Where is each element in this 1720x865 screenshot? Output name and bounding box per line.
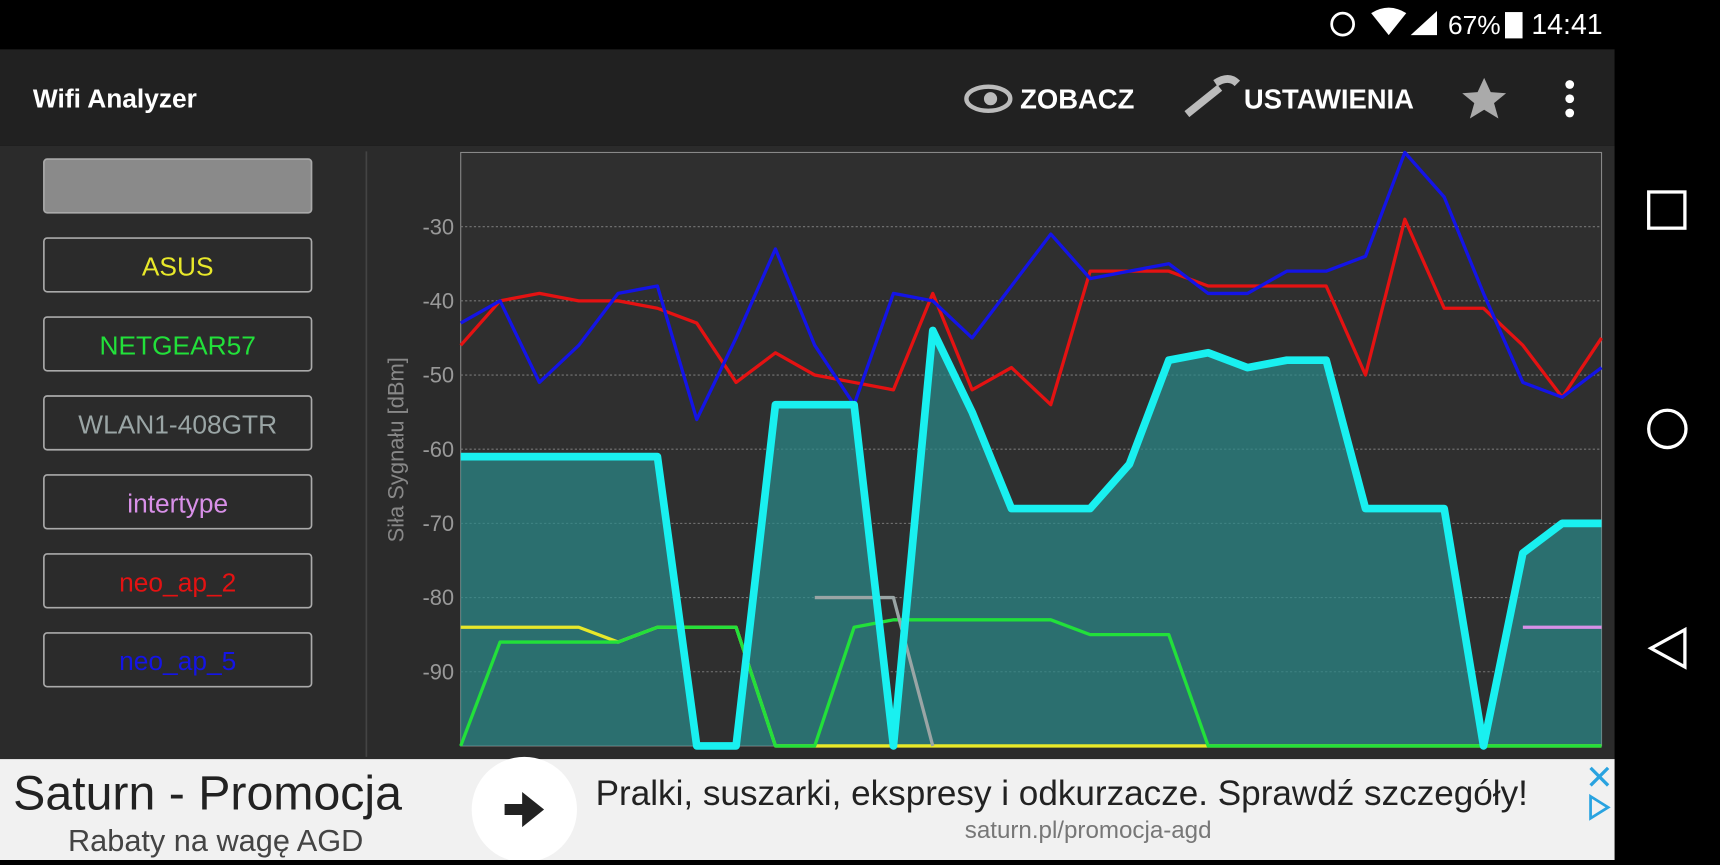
series-line	[459, 217, 1603, 407]
nav-bar	[1614, 0, 1720, 860]
wrench-icon[interactable]	[1184, 75, 1241, 118]
ad-url[interactable]: saturn.pl/promocja-agd	[965, 817, 1212, 844]
ad-close[interactable]	[1589, 766, 1610, 787]
clock: 14:41	[1531, 9, 1602, 41]
legend-button[interactable]	[43, 395, 313, 451]
plot: -30 -40 -50 -60 -70 -80 -90	[422, 150, 1603, 750]
legend: ASUS NETGEAR57 WLAN1-408GTR intertype neo_ap…	[43, 158, 313, 688]
ad-banner[interactable]	[0, 759, 1615, 860]
series-line	[459, 618, 1602, 748]
y-tick-label: -70	[422, 511, 454, 536]
recent-button[interactable]	[1647, 190, 1687, 230]
action-settings[interactable]: USTAWIENIA	[1244, 84, 1414, 115]
y-tick-label: -40	[422, 289, 454, 314]
app-title: Wifi Analyzer	[33, 83, 197, 113]
y-tick-label: -80	[422, 585, 454, 610]
home-button[interactable]	[1647, 408, 1688, 450]
app-bar	[0, 49, 1615, 146]
status-bar	[0, 0, 1615, 50]
ad-choices[interactable]	[1589, 793, 1611, 821]
back-button[interactable]	[1647, 626, 1687, 670]
action-view[interactable]: ZOBACZ	[1020, 84, 1134, 115]
y-tick-label: -30	[422, 214, 454, 239]
area	[460, 330, 1602, 746]
ad-subtitle[interactable]: Rabaty na wagę AGD	[68, 823, 363, 858]
legend-label[interactable]: ASUS	[142, 251, 214, 281]
star-icon[interactable]	[1462, 77, 1507, 119]
ad-text[interactable]: Pralki, suszarki, ekspresy i odkurzacze.…	[596, 774, 1528, 813]
alarm-icon	[1330, 11, 1355, 37]
menu-icon[interactable]	[1565, 80, 1575, 118]
legend-label[interactable]: neo_ap_5	[119, 646, 236, 676]
legend-label[interactable]: intertype	[127, 488, 228, 518]
legend-button[interactable]	[43, 316, 313, 372]
battery-icon	[1505, 12, 1523, 39]
legend-label[interactable]: WLAN1-408GTR	[78, 409, 277, 439]
y-tick-label: -50	[422, 363, 454, 388]
eye-pupil	[983, 92, 998, 106]
series-line	[459, 150, 1603, 422]
y-tick-label: -90	[422, 659, 454, 684]
legend-label[interactable]: neo_ap_2	[119, 567, 236, 597]
y-axis-label: Siła Sygnału [dBm]	[384, 357, 409, 542]
legend-button[interactable]	[43, 237, 313, 293]
legend-button[interactable]	[43, 553, 313, 609]
y-tick-label: -60	[422, 437, 454, 462]
series-line	[460, 326, 1602, 750]
legend-button[interactable]	[43, 158, 313, 214]
legend-button[interactable]	[43, 474, 313, 530]
ad-title[interactable]: Saturn - Promocja	[13, 767, 402, 821]
arrow-icon	[504, 791, 545, 828]
wifi-icon	[1371, 7, 1407, 36]
legend-label[interactable]: NETGEAR57	[99, 330, 255, 360]
legend-button[interactable]	[43, 632, 313, 688]
battery-level: 67%	[1448, 10, 1501, 40]
eye-icon[interactable]	[964, 84, 1013, 113]
